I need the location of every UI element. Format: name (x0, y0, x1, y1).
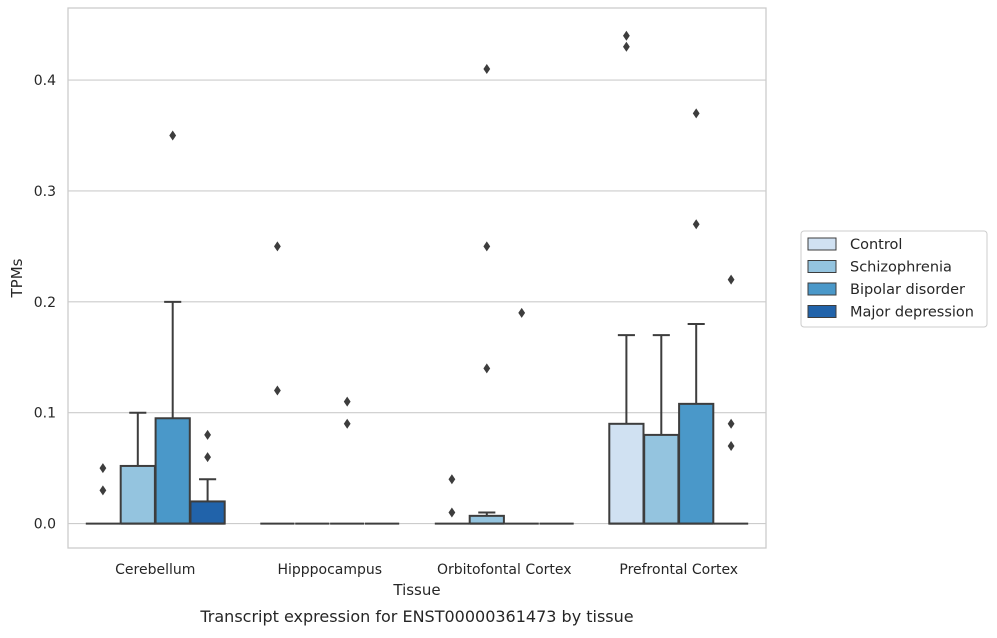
y-tick-label: 0.0 (34, 517, 56, 533)
plot-frame (67, 7, 767, 549)
outlier-point (99, 485, 107, 496)
y-axis-label: TPMs (8, 258, 26, 298)
legend-swatch (807, 282, 837, 296)
box-body (678, 402, 715, 525)
outlier-point (448, 474, 456, 485)
outlier-point (274, 385, 281, 396)
box-body (189, 500, 226, 525)
box-major-depression (189, 478, 226, 525)
outlier-point (727, 440, 735, 451)
outlier-point (169, 130, 177, 141)
legend-frame (800, 230, 988, 328)
outlier-point (99, 463, 107, 474)
y-tick-label: 0.4 (34, 73, 56, 89)
x-tick-label: Cerebellum (115, 562, 195, 578)
legend-label: Bipolar disorder (850, 282, 965, 298)
outlier-point (518, 307, 526, 318)
y-tick-label: 0.2 (34, 295, 56, 311)
box-bipolar-disorder (678, 323, 715, 525)
x-tick-label: Orbitofontal Cortex (437, 562, 572, 578)
x-tick-labels: Cerebellum Hipppocampus Orbitofontal Corte… (115, 562, 738, 578)
outlier-point (692, 219, 700, 230)
outlier-point (343, 396, 351, 407)
legend-swatch (807, 305, 837, 318)
outlier-point (448, 507, 456, 518)
outlier-point (483, 363, 491, 374)
box-schizophrenia (468, 511, 505, 525)
legend-label: Schizophrenia (850, 260, 952, 276)
box-body (608, 422, 645, 525)
outlier-point (483, 63, 491, 74)
outlier-point (692, 108, 700, 119)
outlier-point (483, 241, 491, 252)
outlier-point (623, 41, 630, 52)
box-bipolar-disorder (154, 300, 191, 525)
outlier-points (99, 30, 735, 518)
box-body (119, 464, 156, 525)
x-tick-label: Hipppocampus (277, 562, 382, 578)
outlier-point (204, 452, 211, 463)
x-axis-label: Tissue (392, 581, 440, 599)
figure-caption: Transcript expression for ENST0000036147… (199, 607, 633, 626)
outlier-point (727, 418, 735, 429)
outlier-point (204, 429, 211, 440)
x-tick-label: Prefrontal Cortex (619, 562, 738, 578)
box-body (643, 433, 680, 525)
box-schizophrenia (643, 334, 680, 525)
y-tick-labels: 0.0 0.1 0.2 0.3 0.4 (34, 73, 56, 533)
y-tick-label: 0.1 (34, 406, 56, 422)
y-tick-label: 0.3 (34, 184, 56, 200)
outlier-point (274, 241, 281, 252)
box-schizophrenia (119, 411, 156, 525)
legend-label: Major depression (850, 305, 974, 321)
box-groups (85, 300, 749, 525)
legend-swatch (807, 260, 837, 273)
outlier-point (343, 418, 351, 429)
box-body (154, 417, 191, 525)
box-control (608, 334, 645, 525)
legend-swatch (807, 237, 837, 251)
outlier-point (623, 30, 630, 41)
legend-label: Control (850, 237, 902, 253)
box-body (468, 514, 505, 525)
outlier-point (727, 274, 735, 285)
legend: Control Schizophrenia Bipolar disorder Majo… (800, 230, 988, 328)
